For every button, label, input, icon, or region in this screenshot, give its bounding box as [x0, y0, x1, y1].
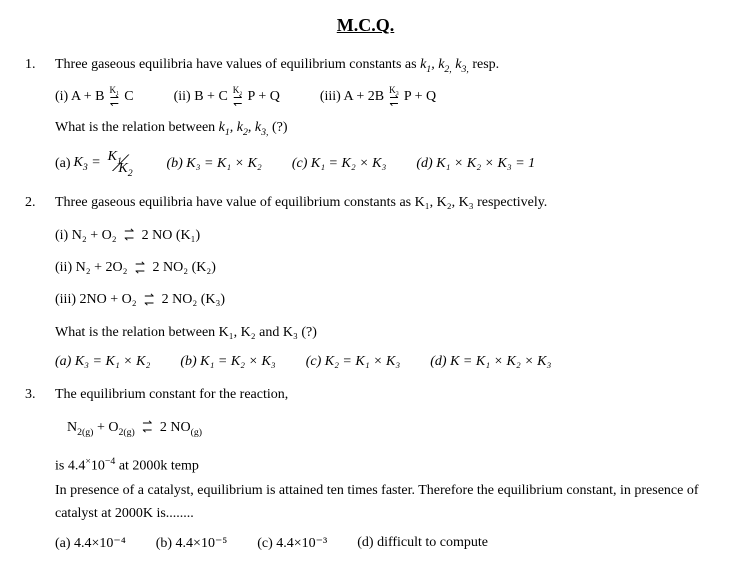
q1-stem: Three gaseous equilibria have values of …	[55, 54, 706, 77]
q3-option-c: (c) 4.4×10⁻³	[257, 535, 327, 552]
equil-arrow-icon: K₂ ⇀↽	[233, 87, 243, 106]
q2-e2-post: 2 NO₂ (K₂)	[153, 260, 216, 275]
q3-number: 3.	[25, 387, 55, 403]
q1-eqn-iii-pre: (iii) A + 2B	[320, 89, 384, 105]
equil-arrow-icon: ⇀↽	[135, 261, 145, 275]
q2-e1-post: 2 NO (K₁)	[142, 228, 201, 243]
q2-stem: Three gaseous equilibria have value of e…	[55, 192, 706, 214]
q3-eqn: N2(g) + O2(g) ⇀↽ 2 NO(g)	[67, 417, 706, 440]
q3-eqn-mid: + O	[93, 420, 118, 435]
q2-eqn-iii: (iii) 2NO + O₂ ⇀↽ 2 NO₂ (K₃)	[55, 289, 706, 311]
q3-option-a: (a) 4.4×10⁻⁴	[55, 535, 126, 552]
q1-stem-tail: resp.	[469, 57, 499, 72]
q1-option-d: (d) K₁ × K₂ × K₃ = 1	[416, 150, 535, 178]
q2-relation: What is the relation between K₁, K₂ and …	[55, 322, 706, 344]
q3-stem: The equilibrium constant for the reactio…	[55, 384, 706, 406]
q2-options: (a) K₃ = K₁ × K₂ (b) K₁ = K₂ × K₃ (c) K₂…	[55, 354, 706, 370]
q1-option-c: (c) K₁ = K₂ × K₃	[292, 150, 387, 178]
q1-eqn-i: (i) A + B K₁ ⇀↽ C	[55, 87, 134, 106]
q1-option-a: (a) K3 = K1 ∕ K2	[55, 150, 136, 178]
q1-number: 1.	[25, 57, 55, 73]
q1-relation: What is the relation between k1, k2, k3,…	[55, 117, 706, 140]
q3-sub1: 2(g)	[77, 426, 93, 437]
q1-eqn-iii-post: P + Q	[404, 89, 436, 105]
q1-eqn-ii-post: P + Q	[248, 89, 280, 105]
q3-is: is 4.4	[55, 459, 85, 474]
q3-sub2: 2(g)	[118, 426, 134, 437]
q3-exp: −4	[105, 456, 115, 467]
q3-value-line: is 4.4×10−4 at 2000k temp	[55, 454, 706, 478]
q1-equations: (i) A + B K₁ ⇀↽ C (ii) B + C K₂ ⇀↽ P + Q	[55, 87, 706, 106]
q1-eqn-i-post: C	[124, 89, 133, 105]
equil-arrow-icon: ⇀↽	[142, 420, 152, 434]
q3-sub3: (g)	[191, 426, 202, 437]
q2-e3-post: 2 NO₂ (K₃)	[162, 292, 225, 307]
q3-option-b: (b) 4.4×10⁻⁵	[156, 535, 228, 552]
q2-option-b: (b) K₁ = K₂ × K₃	[180, 354, 275, 370]
equil-arrow-icon: ⇀↽	[144, 293, 154, 307]
q2-option-a: (a) K₃ = K₁ × K₂	[55, 354, 150, 370]
q1-relation-tail: (?)	[269, 120, 288, 135]
q1-relation-vars: k1, k2, k3,	[219, 120, 269, 135]
q2-e3-pre: (iii) 2NO + O₂	[55, 292, 140, 307]
q2-e2-pre: (ii) N₂ + 2O₂	[55, 260, 131, 275]
equil-arrow-icon: ⇀↽	[124, 228, 134, 242]
equil-arrow-icon: K₃ ⇀↽	[389, 87, 399, 106]
q1-eqn-iii: (iii) A + 2B K₃ ⇀↽ P + Q	[320, 87, 436, 106]
q1-eqn-ii-pre: (ii) B + C	[174, 89, 228, 105]
q1-stem-text: Three gaseous equilibria have values of …	[55, 57, 420, 72]
q2-e1-pre: (i) N₂ + O₂	[55, 228, 120, 243]
q2-number: 2.	[25, 195, 55, 211]
q2-option-c: (c) K₂ = K₁ × K₃	[306, 354, 401, 370]
q2-option-d: (d) K = K₁ × K₂ × K₃	[430, 354, 551, 370]
question-1: 1. Three gaseous equilibria have values …	[25, 54, 706, 178]
q3-catalyst: In presence of a catalyst, equilibrium i…	[55, 480, 706, 525]
q1-options: (a) K3 = K1 ∕ K2 (b) K₃ = K₁ × K₂ (c) K₁…	[55, 150, 706, 178]
q3-options: (a) 4.4×10⁻⁴ (b) 4.4×10⁻⁵ (c) 4.4×10⁻³ (…	[55, 535, 706, 552]
question-3: 3. The equilibrium constant for the reac…	[25, 384, 706, 552]
page-title: M.C.Q.	[25, 15, 706, 36]
fraction-icon: K1 ∕ K2	[102, 150, 138, 178]
equil-arrow-icon: K₁ ⇀↽	[110, 87, 120, 106]
q1-vars: k1, k2, k3,	[420, 57, 469, 72]
q3-option-d: (d) difficult to compute	[357, 535, 488, 552]
q1-option-b: (b) K₃ = K₁ × K₂	[166, 150, 261, 178]
q1-eqn-ii: (ii) B + C K₂ ⇀↽ P + Q	[174, 87, 280, 106]
q2-eqn-ii: (ii) N₂ + 2O₂ ⇀↽ 2 NO₂ (K₂)	[55, 257, 706, 279]
q3-temp: at 2000k temp	[115, 459, 199, 474]
q1-relation-text: What is the relation between	[55, 120, 219, 135]
q3-ten: 10	[91, 459, 105, 474]
q3-eqn-post: 2 NO	[160, 420, 191, 435]
q1-a-prefix: (a)	[55, 156, 71, 172]
q1-a-expr: K3 =	[74, 155, 101, 173]
q2-eqn-i: (i) N₂ + O₂ ⇀↽ 2 NO (K₁)	[55, 225, 706, 247]
question-2: 2. Three gaseous equilibria have value o…	[25, 192, 706, 370]
q3-eqn-n: N	[67, 420, 77, 435]
q1-eqn-i-pre: (i) A + B	[55, 89, 105, 105]
